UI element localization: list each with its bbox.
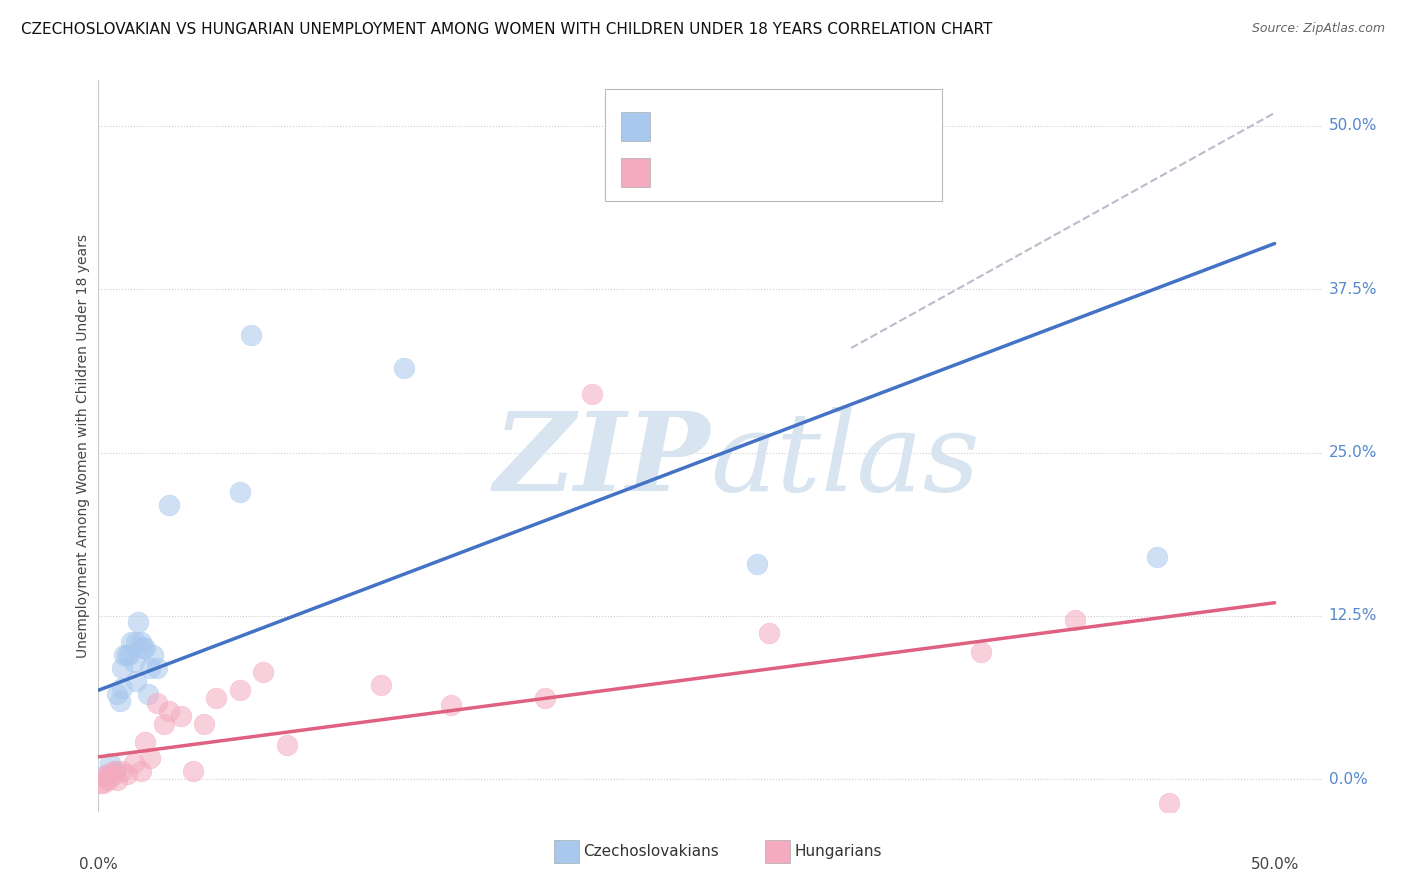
Point [105,773,128,788]
Text: CZECHOSLOVAKIAN VS HUNGARIAN UNEMPLOYMENT AMONG WOMEN WITH CHILDREN UNDER 18 YEA: CZECHOSLOVAKIAN VS HUNGARIAN UNEMPLOYMEN… [21,22,993,37]
Point [129,635,152,649]
Point [1063,613,1085,627]
Point [134,735,156,749]
Point [104,764,127,779]
Point [440,698,463,712]
Point [112,648,135,662]
Point [91,776,114,790]
Text: 25.0%: 25.0% [1329,445,1376,460]
Point [181,764,204,779]
Point [193,717,215,731]
Point [205,691,228,706]
Point [240,328,263,343]
Text: 0.0%: 0.0% [79,857,118,872]
Point [97,773,120,788]
Point [122,756,145,771]
Point [146,661,169,675]
Point [125,635,148,649]
Point [94,768,117,782]
Point [534,691,557,706]
Point [1157,796,1180,810]
Point [101,768,124,782]
Point [141,648,163,662]
Point [252,665,274,679]
Point [90,776,112,790]
Point [153,717,176,731]
Point [105,687,128,701]
Point [139,661,162,675]
Point [127,615,149,630]
Point [98,765,121,780]
Point [108,694,131,708]
Point [129,764,152,779]
Point [969,645,991,659]
Point [146,696,169,710]
Point [122,655,145,669]
Text: 0.348: 0.348 [689,117,740,132]
Point [94,769,117,783]
Point [98,756,121,771]
Point [97,771,120,785]
Text: R =: R = [657,161,692,176]
Point [134,641,156,656]
Point [392,360,416,375]
Point [111,764,134,779]
Point [758,625,780,640]
Text: 0.0%: 0.0% [1329,772,1368,787]
Text: Hungarians: Hungarians [794,845,882,859]
Text: N =: N = [759,117,796,132]
Point [1146,549,1168,564]
Point [125,674,148,689]
Point [104,764,127,779]
Point [118,648,141,662]
Point [170,709,193,723]
Text: 50.0%: 50.0% [1329,119,1376,134]
Text: 37.5%: 37.5% [1329,282,1378,297]
Text: atlas: atlas [710,407,980,515]
Point [228,683,250,698]
Text: 12.5%: 12.5% [1329,608,1376,624]
Text: 28: 28 [792,117,814,132]
Point [111,681,134,695]
Point [132,641,155,656]
Text: 0.316: 0.316 [689,161,740,176]
Point [115,767,138,781]
Text: Czechoslovakians: Czechoslovakians [583,845,720,859]
Point [276,738,298,752]
Text: 50.0%: 50.0% [1250,857,1299,872]
Point [581,386,603,401]
Point [120,635,142,649]
Point [745,557,768,571]
Point [139,751,162,765]
Text: R =: R = [657,117,692,132]
Text: ZIP: ZIP [494,407,710,515]
Point [115,648,138,662]
Text: Source: ZipAtlas.com: Source: ZipAtlas.com [1251,22,1385,36]
Point [111,661,134,675]
Point [157,704,180,718]
Text: N =: N = [759,161,796,176]
Text: 33: 33 [792,161,814,176]
Point [228,484,250,499]
Point [157,498,180,512]
Point [370,678,392,692]
Point [136,687,159,701]
Y-axis label: Unemployment Among Women with Children Under 18 years: Unemployment Among Women with Children U… [76,234,90,658]
